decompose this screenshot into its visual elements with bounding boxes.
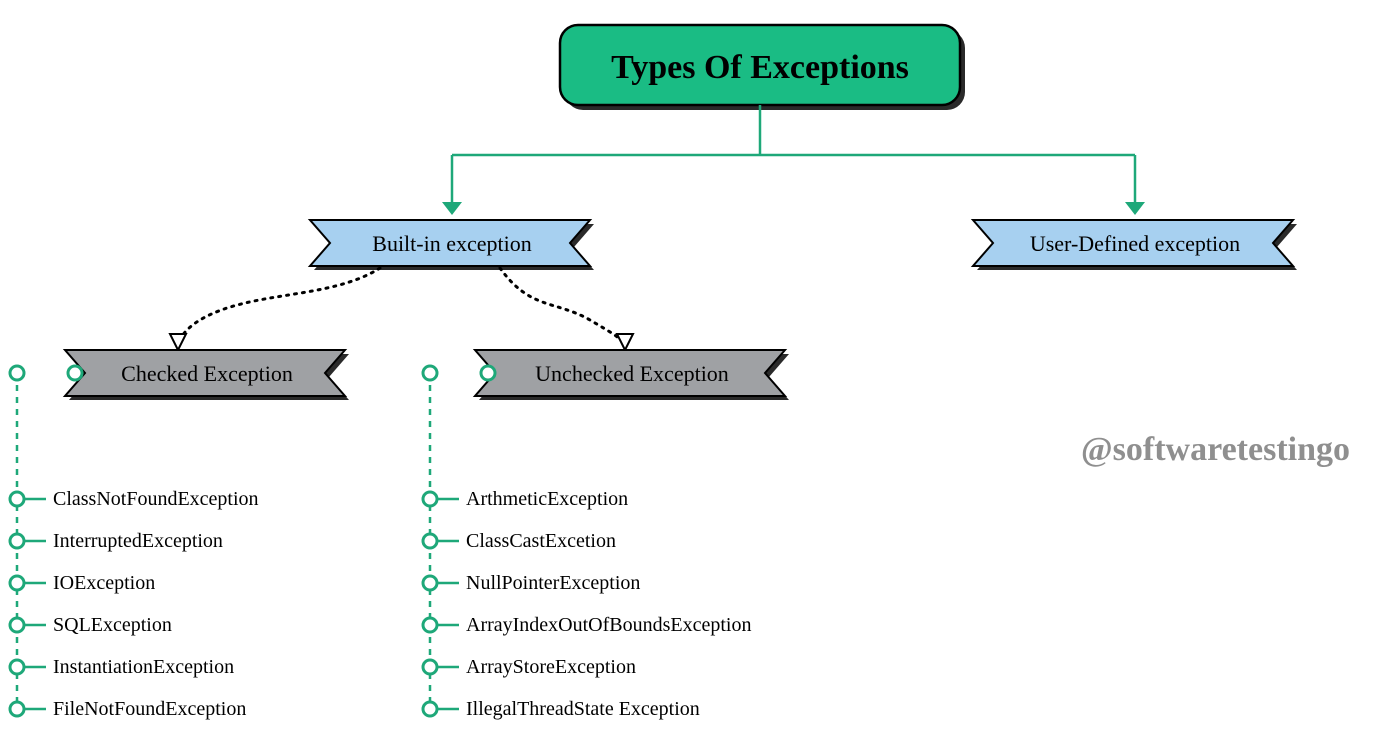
leaf-circle [423,618,437,632]
leaf-circle [423,702,437,716]
branch-anchor-circle [481,366,495,380]
leaf-label: IllegalThreadState Exception [466,698,700,720]
leaf-label: SQLException [53,614,172,636]
leaf-circle [10,534,24,548]
leaf-circle [423,492,437,506]
leaf-circle [10,492,24,506]
leaf-label: IOException [53,572,155,594]
level1-label: Built-in exception [372,231,531,256]
leaf-circle [10,702,24,716]
level2-label: Checked Exception [121,361,293,386]
leaf-circle [423,576,437,590]
leaf-circle [10,660,24,674]
arrow-head [1125,202,1145,215]
hollow-arrow-head [617,334,633,350]
leaf-label: InterruptedException [53,530,223,552]
leaf-circle [10,576,24,590]
leaf-label: NullPointerException [466,572,640,594]
arrow-head [442,202,462,215]
leaf-circle [10,618,24,632]
leaf-label: FileNotFoundException [53,698,246,720]
leaf-label: ArrayStoreException [466,656,636,678]
leaf-label: ArthmeticException [466,488,628,510]
spine-anchor-circle [423,366,437,380]
branch-anchor-circle [68,366,82,380]
leaf-label: ClassCastExcetion [466,530,616,552]
leaf-label: InstantiationException [53,656,234,678]
hollow-arrow-head [170,334,186,350]
watermark: @softwaretestingo [1081,431,1350,468]
leaf-circle [423,534,437,548]
dotted-connector [500,268,625,346]
leaf-label: ArrayIndexOutOfBoundsException [466,614,752,636]
leaf-circle [423,660,437,674]
leaf-label: ClassNotFoundException [53,488,259,510]
dotted-connector [178,268,380,346]
spine-anchor-circle [10,366,24,380]
root-label: Types Of Exceptions [611,49,909,86]
level2-label: Unchecked Exception [535,361,729,386]
level1-label: User-Defined exception [1030,231,1240,256]
